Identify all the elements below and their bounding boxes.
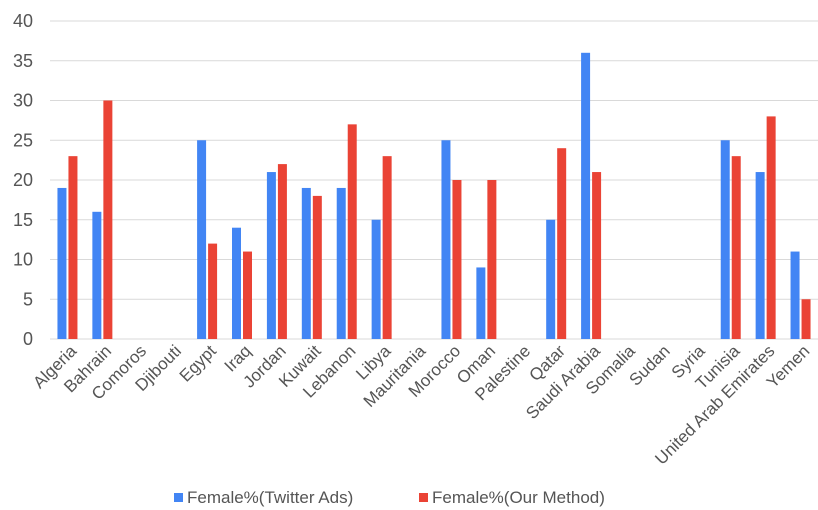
gridlines [50, 20, 818, 340]
bar-libya-series-2 [382, 156, 392, 339]
bar-egypt-series-1 [197, 140, 207, 339]
bar-iraq-series-2 [243, 251, 252, 339]
legend-label: Female%(Our Method) [432, 488, 605, 507]
y-axis: 0 5 10 15 20 25 30 35 40 [13, 11, 33, 349]
bar-united-arab-emirates-series-2 [766, 116, 776, 340]
bar-united-arab-emirates-series-1 [755, 172, 765, 339]
y-tick-label: 5 [23, 289, 33, 309]
y-tick-label: 15 [13, 210, 33, 230]
bar-kuwait-series-1 [301, 187, 311, 339]
bar-lebanon-series-1 [336, 187, 346, 339]
bar-jordan-series-2 [277, 164, 287, 339]
bar-yemen-series-1 [790, 251, 800, 339]
y-tick-label: 20 [13, 170, 33, 190]
bar-lebanon-series-2 [347, 124, 357, 339]
bar-tunisia-series-2 [731, 156, 741, 339]
legend: Female%(Twitter Ads) Female%(Our Method) [174, 488, 605, 507]
bar-morocco-series-1 [441, 140, 451, 339]
bar-jordan-series-1 [266, 172, 276, 339]
bar-saudi-arabia-series-1 [581, 52, 591, 340]
y-tick-label: 10 [13, 250, 33, 270]
bar-oman-series-2 [487, 180, 497, 339]
x-category-label: Egypt [176, 341, 220, 385]
y-tick-label: 30 [13, 91, 33, 111]
y-tick-label: 35 [13, 51, 33, 71]
legend-swatch [174, 493, 183, 502]
legend-swatch [419, 493, 428, 502]
bar-saudi-arabia-series-2 [592, 172, 602, 339]
y-tick-label: 0 [23, 329, 33, 349]
x-category-label: Sudan [626, 341, 674, 389]
bar-yemen-series-2 [801, 299, 811, 339]
bar-bahrain-series-1 [92, 211, 102, 339]
bar-iraq-series-1 [232, 227, 241, 339]
bar-algeria-series-1 [57, 187, 67, 339]
bar-tunisia-series-1 [720, 140, 730, 339]
bar-qatar-series-1 [546, 219, 556, 339]
bar-qatar-series-2 [557, 148, 567, 339]
y-tick-label: 40 [13, 11, 33, 31]
legend-label: Female%(Twitter Ads) [187, 488, 353, 507]
bar-libya-series-1 [371, 219, 381, 339]
bar-oman-series-1 [476, 267, 486, 339]
bar-kuwait-series-2 [312, 195, 322, 339]
bars [57, 52, 811, 340]
y-tick-label: 25 [13, 130, 33, 150]
bar-algeria-series-2 [68, 156, 78, 339]
bar-morocco-series-2 [452, 180, 462, 339]
bar-bahrain-series-2 [103, 100, 113, 339]
bar-egypt-series-2 [208, 243, 218, 339]
